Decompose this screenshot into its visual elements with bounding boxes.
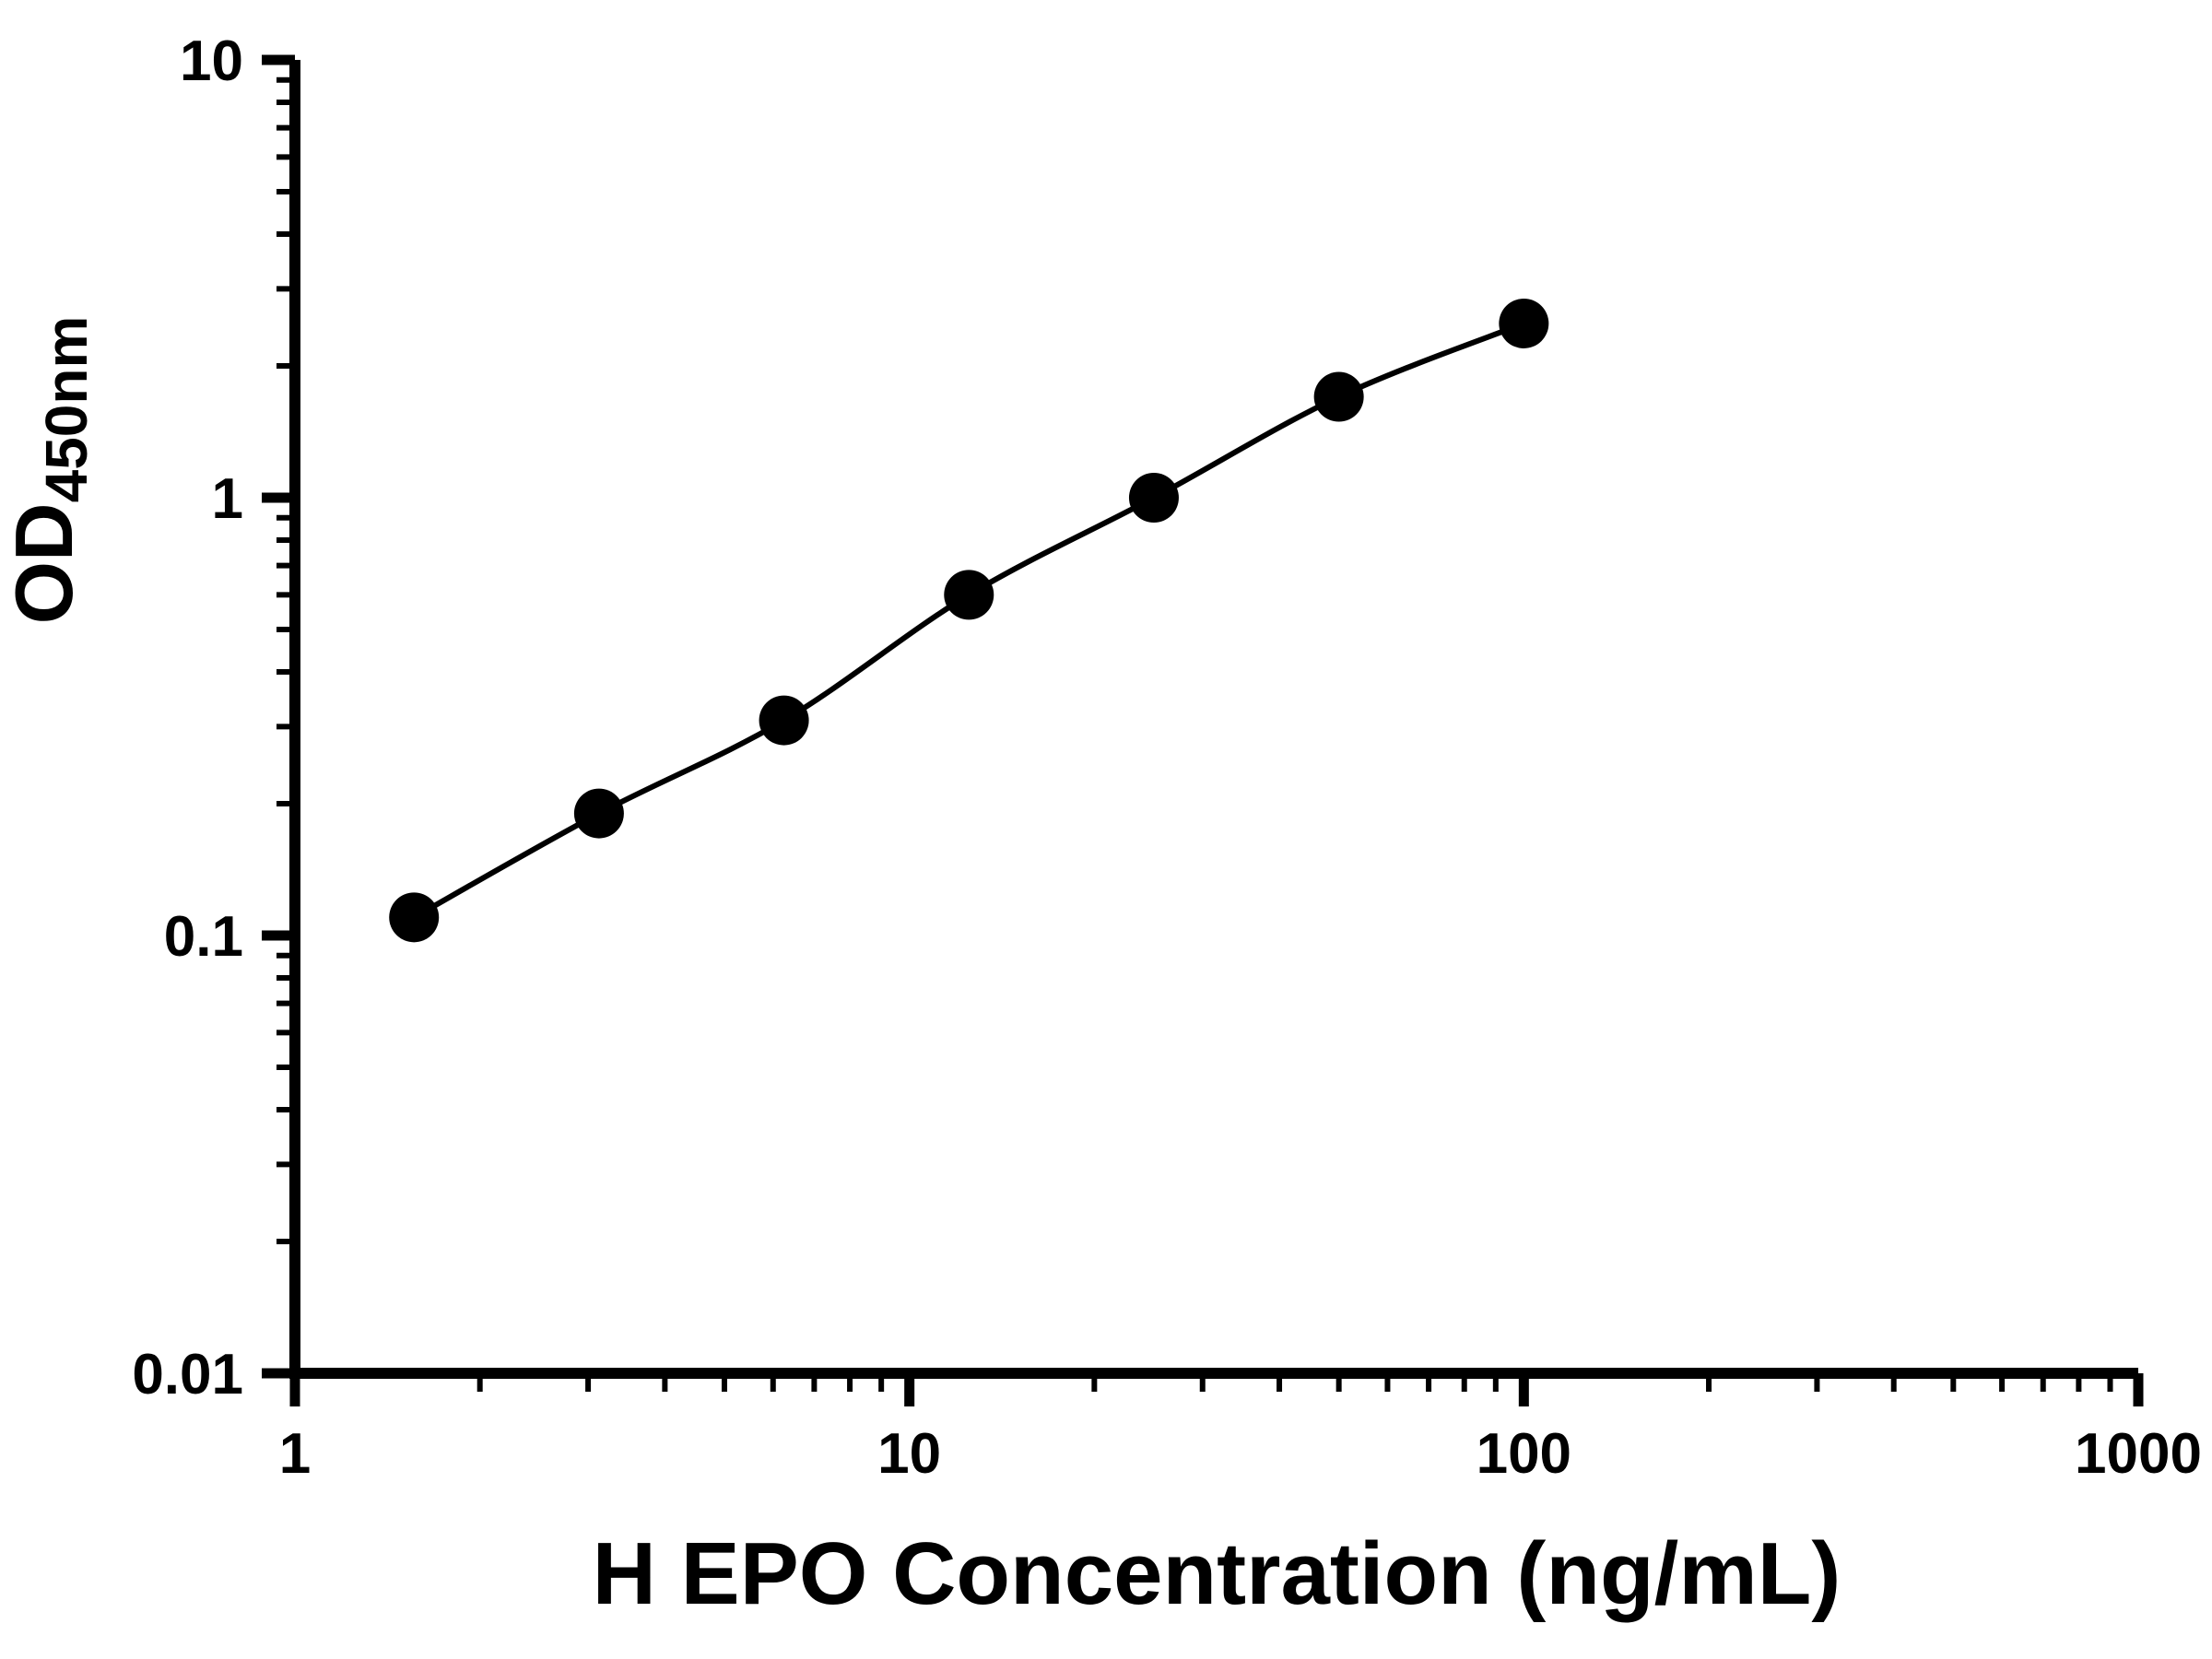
data-point	[1313, 371, 1364, 422]
data-point	[389, 892, 440, 943]
x-axis-title: H EPO Concentration (ng/mL)	[593, 1524, 1841, 1623]
data-point	[759, 695, 809, 746]
data-point	[1499, 298, 1549, 348]
y-axis-title-main: OD	[0, 502, 89, 624]
y-tick-label: 0.01	[132, 1343, 243, 1406]
x-tick-label: 100	[1477, 1422, 1571, 1486]
data-point	[1128, 473, 1179, 523]
y-tick-label: 1	[212, 467, 243, 531]
y-axis-title-subscript: 450nm	[33, 316, 100, 503]
y-tick-label: 0.1	[164, 905, 243, 969]
plot-area: 1 10 100 1000 0.01 0.1 1 10	[132, 29, 2202, 1486]
data-point	[944, 570, 994, 620]
x-tick-label: 1000	[2075, 1422, 2202, 1486]
x-tick-label: 10	[877, 1422, 941, 1486]
y-tick-label: 10	[180, 29, 243, 93]
data-point	[573, 788, 624, 839]
x-tick-label: 1	[279, 1422, 311, 1486]
y-axis-title: OD450nm	[0, 316, 100, 625]
